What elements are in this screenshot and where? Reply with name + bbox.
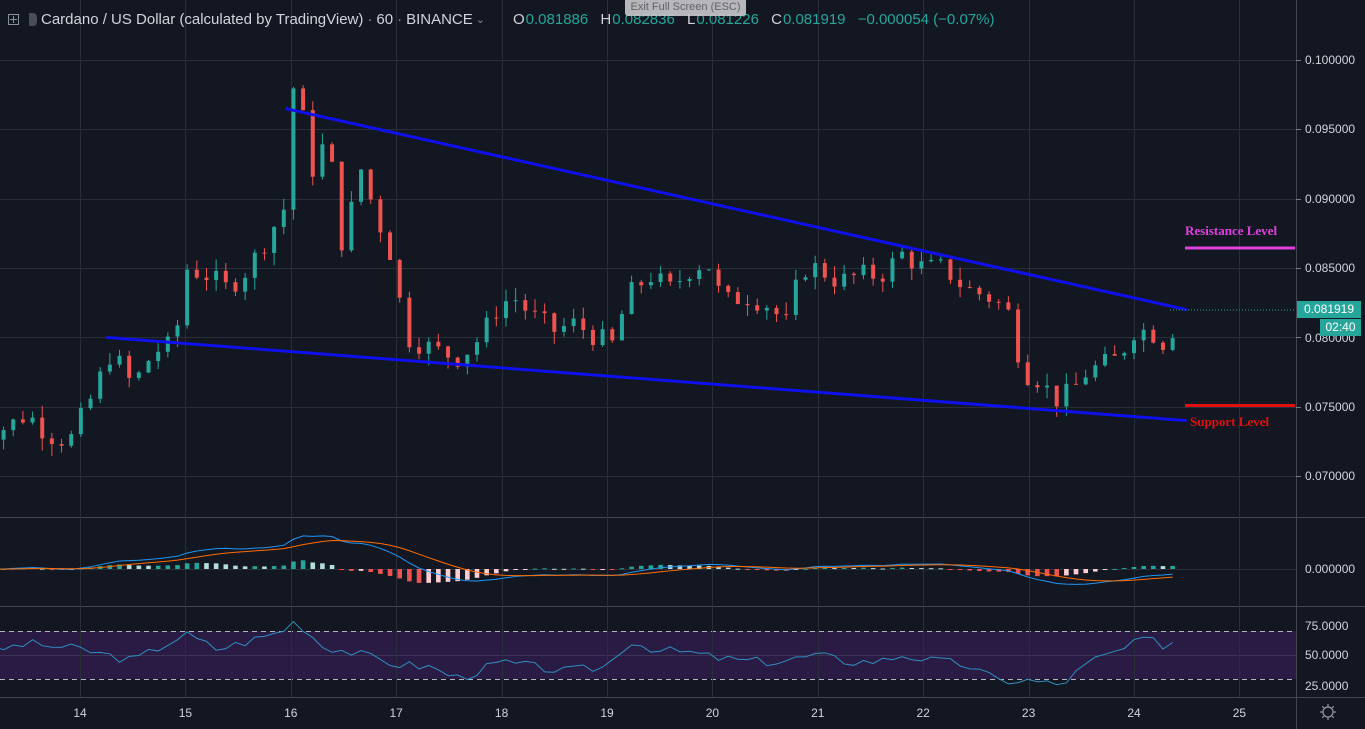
price-tick: 0.100000: [1305, 53, 1356, 67]
rsi-tick: 50.0000: [1305, 648, 1349, 662]
last-price-tag: 0.081919: [1297, 301, 1361, 318]
price-tick: 0.085000: [1305, 261, 1356, 275]
support-level-label[interactable]: Support Level: [1190, 414, 1270, 429]
time-tick: 18: [494, 706, 509, 720]
time-tick: 19: [600, 706, 614, 720]
lower_trendline: [106, 335, 1187, 423]
rsi-tick: 75.0000: [1305, 619, 1349, 633]
resistance-level-label[interactable]: Resistance Level: [1185, 223, 1278, 238]
ohlc-values: O0.081886 H0.082836 L0.081226 C0.081919 …: [513, 11, 994, 28]
macd-zero-tick: 0.000000: [1305, 562, 1356, 576]
exchange-label[interactable]: BINANCE: [406, 10, 473, 28]
symbol-legend: Cardano / US Dollar (calculated by Tradi…: [8, 9, 994, 29]
price-tick: 0.070000: [1305, 469, 1356, 483]
interval-label[interactable]: 60: [376, 10, 394, 28]
upper_trendline: [285, 107, 1188, 312]
time-tick: 20: [705, 706, 720, 720]
exit-fullscreen-tooltip[interactable]: Exit Full Screen (ESC): [625, 0, 746, 16]
open-label: O: [512, 10, 525, 28]
change-value: −0.000054 (−0.07%): [857, 10, 995, 28]
separator-dot: ·: [397, 10, 403, 28]
time-tick: 21: [811, 706, 825, 720]
open-value: 0.081886: [525, 10, 589, 28]
time-tick: 25: [1232, 706, 1247, 720]
chevron-down-icon[interactable]: ⌄: [475, 13, 485, 26]
series-color-swatch: [29, 12, 37, 26]
time-tick: 16: [284, 706, 298, 720]
add-symbol-plus-icon[interactable]: [8, 13, 19, 25]
time-tick: 24: [1127, 706, 1141, 720]
symbol-title[interactable]: Cardano / US Dollar (calculated by Tradi…: [41, 10, 364, 28]
rsi-line: [0, 620, 1173, 686]
separator-dot: ·: [367, 10, 373, 28]
close-label: C: [771, 10, 782, 28]
settings-gear-icon[interactable]: [1319, 703, 1337, 721]
time-tick: 23: [1021, 706, 1036, 720]
time-tick: 14: [73, 706, 87, 720]
rsi-tick: 25.0000: [1305, 679, 1349, 693]
low-label: L: [687, 10, 696, 28]
bar-countdown: 02:40: [1320, 319, 1361, 336]
time-tick: 17: [389, 706, 403, 720]
high-label: H: [600, 10, 612, 28]
time-tick: 22: [916, 706, 930, 720]
close-value: 0.081919: [782, 10, 846, 28]
chart-plot-area[interactable]: [0, 0, 1296, 697]
price-tick: 0.075000: [1305, 400, 1356, 414]
time-tick: 15: [178, 706, 193, 720]
price-tick: 0.095000: [1305, 122, 1356, 136]
price-tick: 0.090000: [1305, 192, 1356, 206]
